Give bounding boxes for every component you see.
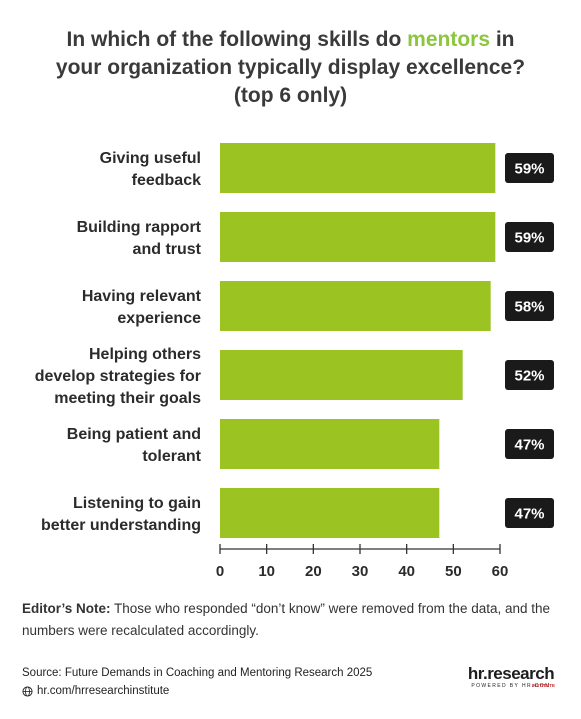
value-label-box [505,360,554,390]
website-url[interactable]: hr.com/hrresearchinstitute [37,685,170,697]
editors-note-text: Those who responded “don’t know” were re… [22,601,551,638]
logo-text: hr.research [467,664,555,683]
value-label-box [505,498,554,528]
x-tick-label: 40 [398,563,415,580]
hr-research-logo: hr.research INSTITUTE POWERED BY HR.COM [461,664,561,689]
globe-icon [22,685,33,697]
source-text: Source: Future Demands in Coaching and M… [22,667,373,679]
x-tick-label: 30 [352,563,369,580]
x-tick-label: 0 [216,563,224,580]
title-line2: your organization typically display exce… [55,56,526,79]
category-label: Building rapport and trust [77,219,202,258]
category-label: Giving useful feedback [100,150,201,189]
title-line1-post: in [490,28,515,51]
bar [220,143,496,193]
bar [220,419,440,469]
value-label: 47% [514,506,544,523]
category-label: Being patient and tolerant [67,426,202,465]
bar [220,281,491,331]
x-tick-label: 60 [492,563,509,580]
logo-tagline: POWERED BY HR.COM [471,683,551,689]
title-line1-pre: In which of the following skills do [66,28,408,51]
x-tick-label: 50 [445,563,462,580]
value-label: 58% [514,299,544,316]
title-accent-word: mentors [407,28,491,51]
value-label-box [505,429,554,459]
category-label: Listening to gain better understanding [41,495,201,534]
editors-note: Editor’s Note: Those who responded “don’… [22,598,562,642]
website: hr.com/hrresearchinstitute [22,685,169,697]
bar [220,488,440,538]
value-label-box [505,222,554,252]
value-label-box [505,291,554,321]
value-label: 52% [514,368,544,385]
title-line3: (top 6 only) [233,84,348,107]
value-label: 59% [514,230,544,247]
bar [220,350,463,400]
category-label: Having relevant experience [82,288,202,327]
chart-title: In which of the following skills do ment… [0,26,581,110]
value-label: 47% [514,437,544,454]
x-tick-label: 20 [305,563,322,580]
value-label: 59% [514,161,544,178]
category-label: Helping others develop strategies for meet… [35,346,201,407]
bar-chart: Giving useful feedback 59% Building rapport… [35,143,554,580]
logo-badge: INSTITUTE [531,683,555,688]
editors-note-label: Editor’s Note: [22,601,111,616]
x-tick-label: 10 [258,563,275,580]
bar [220,212,496,262]
value-label-box [505,153,554,183]
